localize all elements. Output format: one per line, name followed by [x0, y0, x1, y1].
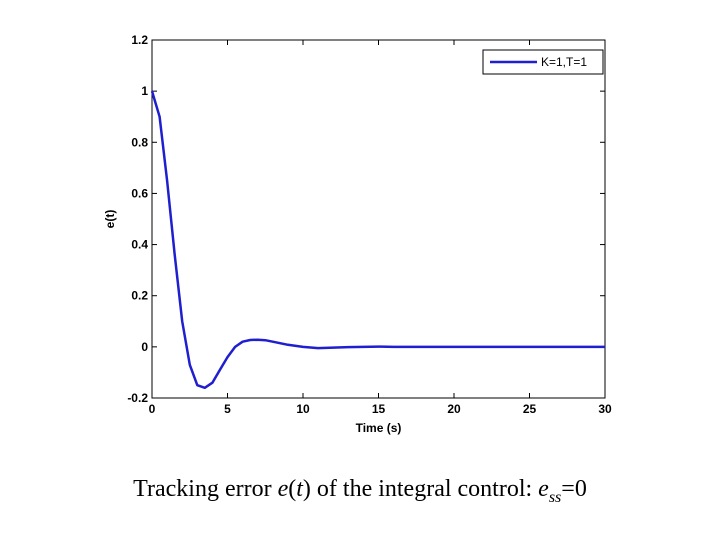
x-tick-label: 25 — [523, 402, 537, 416]
caption-var-e: e — [277, 476, 289, 502]
caption-var-t: t — [296, 476, 303, 502]
y-axis-label: e(t) — [103, 210, 117, 229]
x-tick-label: 5 — [224, 402, 231, 416]
y-tick-label: 0 — [141, 340, 148, 354]
y-tick-label: 1.2 — [131, 33, 148, 47]
caption-subscript: ss — [548, 489, 562, 506]
caption-paren-close: ) — [302, 476, 311, 502]
x-tick-label: 10 — [296, 402, 310, 416]
plot-area — [151, 39, 606, 399]
y-tick-label: 0.2 — [131, 289, 148, 303]
series-line — [150, 90, 605, 390]
caption-paren-open: ( — [288, 476, 297, 502]
x-axis: 0 5 10 15 20 25 30 — [149, 40, 612, 416]
x-axis-label: Time (s) — [356, 421, 402, 435]
x-tick-label: 0 — [149, 402, 156, 416]
y-tick-label: 0.6 — [131, 186, 148, 200]
y-axis: -0.2 0 0.2 0.4 0.6 0.8 1 1.2 — [127, 33, 605, 405]
x-tick-label: 20 — [447, 402, 461, 416]
chart: -0.200.20.40.60.811.2 0 5 10 15 20 25 30 Time … — [103, 33, 612, 435]
y-tick-label: 0.4 — [131, 238, 148, 252]
caption-prefix: Tracking error — [133, 476, 278, 502]
y-tick-label: 0.8 — [131, 135, 148, 149]
x-tick-label: 15 — [372, 402, 386, 416]
x-tick-label: 30 — [598, 402, 612, 416]
legend: K=1,T=1 — [482, 49, 604, 75]
caption-var-e2: e — [538, 476, 549, 502]
legend-label: K=1,T=1 — [541, 55, 587, 69]
caption-suffix: =0 — [561, 476, 587, 502]
caption-middle: of the integral control: — [310, 476, 539, 502]
y-tick-label: -0.2 — [127, 391, 148, 405]
figure-caption: Tracking error e(t) of the integral cont… — [0, 476, 720, 507]
y-tick-label: 1 — [141, 84, 148, 98]
